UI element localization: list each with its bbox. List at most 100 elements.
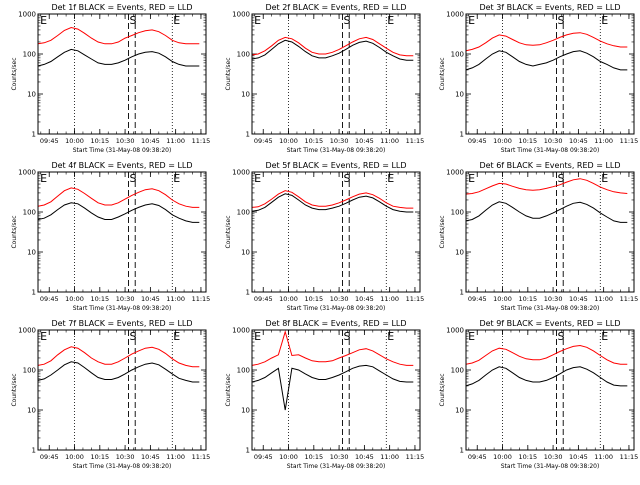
x-tick-label: 10:45: [355, 295, 374, 303]
marker-label: E: [601, 172, 608, 185]
x-tick-label: 09:45: [254, 295, 273, 303]
x-tick-label: 11:00: [166, 453, 185, 461]
panel-1: Det 1f BLACK = Events, RED = LLD Counts/s…: [11, 3, 210, 154]
series-lld: [251, 330, 414, 366]
y-tick-label: 1: [246, 289, 250, 297]
y-tick-label: 1000: [232, 327, 250, 335]
x-tick-label: 10:15: [518, 137, 537, 145]
x-tick-label: 11:00: [166, 295, 185, 303]
marker-label: E: [173, 14, 180, 27]
x-axis-label: Start Time (31-May-08 09:38:20): [501, 305, 600, 312]
y-tick-label: 1000: [18, 327, 36, 335]
y-tick-label: 10: [241, 91, 250, 99]
x-tick-label: 10:00: [493, 295, 512, 303]
x-tick-label: 09:45: [468, 137, 487, 145]
x-tick-label: 11:15: [406, 295, 425, 303]
x-tick-label: 10:45: [355, 453, 374, 461]
x-tick-label: 11:15: [620, 137, 639, 145]
y-tick-label: 10: [27, 91, 36, 99]
y-tick-label: 1: [460, 447, 464, 455]
y-tick-label: 1000: [232, 11, 250, 19]
panel-title: Det 4f BLACK = Events, RED = LLD: [51, 161, 192, 170]
x-tick-label: 10:00: [65, 295, 84, 303]
panel-title: Det 3f BLACK = Events, RED = LLD: [479, 3, 620, 12]
y-tick-label: 100: [23, 51, 36, 59]
x-tick-label: 10:45: [569, 453, 588, 461]
marker-label: E: [173, 330, 180, 343]
x-tick-label: 10:45: [141, 137, 160, 145]
x-tick-label: 11:15: [192, 453, 211, 461]
x-tick-label: 11:00: [594, 453, 613, 461]
marker-label: E: [173, 172, 180, 185]
x-axis-label: Start Time (31-May-08 09:38:20): [73, 463, 172, 470]
y-tick-label: 1: [32, 131, 36, 139]
x-tick-label: 11:15: [620, 295, 639, 303]
marker-label: E: [254, 330, 261, 343]
panel-8: Det 8f BLACK = Events, RED = LLD Counts/s…: [225, 319, 424, 470]
x-tick-label: 09:45: [254, 137, 273, 145]
plot-frame: [465, 329, 635, 451]
series-events: [37, 202, 200, 223]
panel-6: Det 6f BLACK = Events, RED = LLD Counts/s…: [439, 161, 638, 312]
y-tick-label: 10: [27, 249, 36, 257]
y-axis-label: Counts/sec: [439, 215, 446, 248]
y-tick-label: 1000: [446, 11, 464, 19]
x-tick-label: 11:15: [406, 453, 425, 461]
x-tick-label: 11:00: [380, 137, 399, 145]
x-tick-label: 10:30: [544, 295, 563, 303]
marker-label: S: [129, 172, 136, 185]
x-tick-label: 11:00: [380, 453, 399, 461]
x-axis-label: Start Time (31-May-08 09:38:20): [287, 305, 386, 312]
y-tick-label: 100: [451, 367, 464, 375]
series-events: [251, 364, 414, 411]
plot-frame: [37, 171, 207, 293]
x-tick-label: 10:15: [304, 453, 323, 461]
x-tick-label: 10:00: [279, 137, 298, 145]
x-tick-label: 11:15: [192, 295, 211, 303]
x-tick-label: 10:30: [116, 453, 135, 461]
y-tick-label: 100: [23, 367, 36, 375]
y-tick-label: 100: [451, 51, 464, 59]
y-axis-label: Counts/sec: [225, 215, 232, 248]
series-events: [37, 48, 200, 67]
marker-label: S: [129, 330, 136, 343]
y-axis-label: Counts/sec: [439, 57, 446, 90]
series-events: [37, 361, 200, 383]
series-lld: [465, 344, 628, 365]
marker-label: S: [557, 330, 564, 343]
y-tick-label: 1: [246, 447, 250, 455]
x-axis-label: Start Time (31-May-08 09:38:20): [287, 147, 386, 154]
series-events: [465, 366, 628, 387]
x-axis-label: Start Time (31-May-08 09:38:20): [73, 305, 172, 312]
x-tick-label: 10:30: [330, 453, 349, 461]
plot-frame: [465, 13, 635, 135]
x-tick-label: 11:00: [594, 295, 613, 303]
x-tick-label: 09:45: [40, 453, 59, 461]
series-events: [251, 193, 414, 213]
y-tick-label: 1000: [232, 169, 250, 177]
x-tick-label: 10:00: [65, 453, 84, 461]
y-tick-label: 10: [241, 249, 250, 257]
y-tick-label: 10: [455, 407, 464, 415]
marker-label: S: [129, 14, 136, 27]
panel-2: Det 2f BLACK = Events, RED = LLD Counts/s…: [225, 3, 424, 154]
x-tick-label: 09:45: [40, 295, 59, 303]
y-tick-label: 1: [32, 289, 36, 297]
series-lld: [37, 26, 200, 45]
y-tick-label: 10: [27, 407, 36, 415]
x-tick-label: 10:45: [141, 453, 160, 461]
x-tick-label: 10:15: [304, 137, 323, 145]
x-axis-label: Start Time (31-May-08 09:38:20): [501, 463, 600, 470]
marker-label: S: [343, 14, 350, 27]
x-axis-label: Start Time (31-May-08 09:38:20): [287, 463, 386, 470]
x-tick-label: 10:30: [544, 453, 563, 461]
x-tick-label: 11:00: [380, 295, 399, 303]
x-tick-label: 10:15: [304, 295, 323, 303]
x-tick-label: 10:30: [330, 295, 349, 303]
panel-title: Det 6f BLACK = Events, RED = LLD: [479, 161, 620, 170]
x-tick-label: 10:15: [518, 295, 537, 303]
marker-label: E: [254, 14, 261, 27]
marker-label: E: [387, 330, 394, 343]
